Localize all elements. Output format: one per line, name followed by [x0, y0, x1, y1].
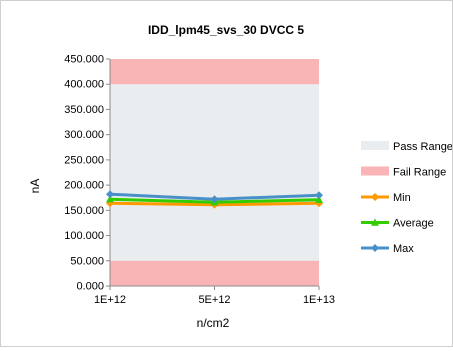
legend-label-max: Max: [393, 243, 414, 255]
x-tick-label: 5E+12: [198, 294, 230, 306]
legend-swatch-pass-range: [361, 141, 389, 150]
y-tick-label: 450.000: [64, 54, 104, 66]
fail-range-band-1: [110, 260, 319, 286]
fail-range-band-2: [110, 59, 319, 85]
legend-label-average: Average: [393, 218, 434, 230]
y-axis-label: nA: [28, 179, 42, 194]
x-tick-label: 1E+12: [94, 294, 126, 306]
legend-swatch-fail-range: [361, 166, 389, 176]
x-axis-label: n/cm2: [197, 316, 230, 330]
chart-svg: IDD_lpm45_svs_30 DVCC 5 nA n/cm2 0.000 50…: [28, 23, 453, 330]
pass-range-band-0: [110, 84, 319, 261]
y-tick-label: 350.000: [64, 104, 104, 116]
y-tick-label: 250.000: [64, 154, 104, 166]
y-tick-label: 150.000: [64, 205, 104, 217]
legend-marker-average: [371, 218, 379, 226]
average-data-point: [106, 195, 114, 203]
legend-label-fail-range: Fail Range: [393, 167, 446, 179]
y-tick-label: 50.000: [70, 255, 104, 267]
y-tick-label: 300.000: [64, 129, 104, 141]
legend-marker-max: [371, 244, 379, 252]
y-tick-label: 0.000: [76, 281, 104, 293]
y-tick-label: 200.000: [64, 180, 104, 192]
y-tick-label: 400.000: [64, 79, 104, 91]
legend-label-pass-range: Pass Range: [393, 141, 452, 153]
y-tick-label: 100.000: [64, 230, 104, 242]
x-tick-label: 1E+13: [303, 294, 335, 306]
legend-label-min: Min: [393, 192, 411, 204]
max-data-point: [210, 195, 219, 204]
chart-title: IDD_lpm45_svs_30 DVCC 5: [148, 23, 304, 37]
max-data-point: [106, 190, 114, 199]
plot-area: 0.000 50.000 100.000 150.000 200.000 250.000 3…: [64, 54, 335, 307]
legend-marker-min: [371, 193, 379, 201]
max-data-point: [315, 191, 323, 200]
average-data-point: [315, 195, 323, 203]
legend: Pass Range Fail Range Min Average Max: [361, 141, 453, 255]
